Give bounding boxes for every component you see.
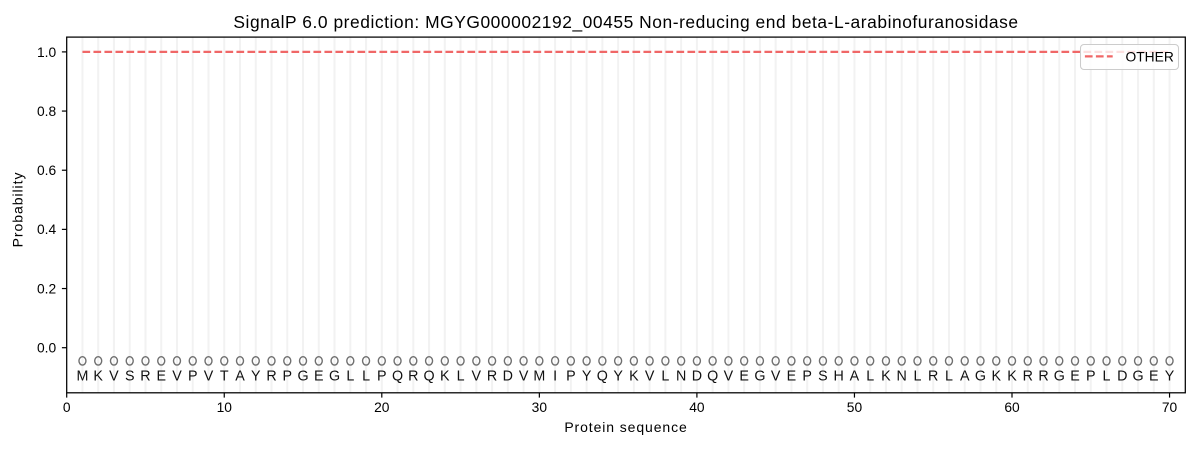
svg-text:0.2: 0.2 (37, 281, 56, 296)
svg-text:P: P (282, 369, 292, 385)
svg-text:V: V (472, 369, 482, 385)
svg-text:70: 70 (1162, 400, 1178, 415)
svg-text:N: N (897, 369, 907, 385)
svg-text:50: 50 (847, 400, 863, 415)
svg-text:E: E (1149, 369, 1159, 385)
svg-text:10: 10 (217, 400, 233, 415)
svg-text:G: G (975, 369, 986, 385)
svg-text:L: L (346, 369, 354, 385)
svg-text:V: V (771, 369, 781, 385)
svg-text:D: D (1117, 369, 1127, 385)
svg-text:0.6: 0.6 (37, 163, 57, 178)
svg-text:Q: Q (707, 369, 718, 385)
svg-text:L: L (457, 369, 465, 385)
svg-text:60: 60 (1004, 400, 1020, 415)
svg-text:P: P (566, 369, 576, 385)
svg-text:G: G (754, 369, 765, 385)
svg-text:0: 0 (63, 400, 71, 415)
svg-text:L: L (661, 369, 669, 385)
svg-text:V: V (724, 369, 734, 385)
svg-text:30: 30 (532, 400, 548, 415)
svg-text:L: L (362, 369, 370, 385)
svg-text:I: I (553, 369, 557, 385)
svg-text:V: V (109, 369, 119, 385)
svg-text:H: H (834, 369, 844, 385)
svg-text:L: L (866, 369, 874, 385)
svg-text:E: E (314, 369, 324, 385)
svg-text:L: L (1103, 369, 1111, 385)
svg-text:R: R (1038, 369, 1048, 385)
svg-text:40: 40 (689, 400, 705, 415)
svg-text:S: S (818, 369, 828, 385)
svg-text:G: G (297, 369, 308, 385)
svg-text:T: T (220, 369, 229, 385)
svg-text:G: G (329, 369, 340, 385)
svg-text:V: V (519, 369, 529, 385)
svg-text:V: V (645, 369, 655, 385)
svg-text:R: R (140, 369, 150, 385)
svg-text:Y: Y (582, 369, 592, 385)
svg-text:E: E (739, 369, 749, 385)
svg-text:M: M (76, 369, 88, 385)
svg-text:A: A (960, 369, 970, 385)
svg-text:L: L (945, 369, 953, 385)
svg-text:A: A (850, 369, 860, 385)
svg-text:R: R (1023, 369, 1033, 385)
svg-text:SignalP 6.0 prediction: MGYG00: SignalP 6.0 prediction: MGYG000002192_00… (233, 12, 1018, 32)
svg-text:D: D (692, 369, 702, 385)
svg-text:G: G (1132, 369, 1143, 385)
svg-text:A: A (235, 369, 245, 385)
svg-text:Q: Q (423, 369, 434, 385)
svg-text:S: S (125, 369, 135, 385)
svg-text:Q: Q (597, 369, 608, 385)
svg-text:R: R (408, 369, 418, 385)
svg-text:OTHER: OTHER (1126, 50, 1174, 65)
svg-text:K: K (1007, 369, 1017, 385)
svg-text:K: K (881, 369, 891, 385)
svg-text:0.8: 0.8 (37, 104, 57, 119)
svg-text:20: 20 (374, 400, 390, 415)
svg-text:R: R (266, 369, 276, 385)
svg-text:1.0: 1.0 (37, 45, 57, 60)
svg-text:N: N (676, 369, 686, 385)
svg-text:Q: Q (392, 369, 403, 385)
svg-text:R: R (928, 369, 938, 385)
svg-text:R: R (487, 369, 497, 385)
svg-text:K: K (629, 369, 639, 385)
svg-text:L: L (913, 369, 921, 385)
svg-text:D: D (503, 369, 513, 385)
svg-text:K: K (440, 369, 450, 385)
svg-text:P: P (377, 369, 387, 385)
svg-text:K: K (991, 369, 1001, 385)
svg-text:P: P (1086, 369, 1096, 385)
svg-text:P: P (802, 369, 812, 385)
svg-text:0.4: 0.4 (37, 222, 57, 237)
svg-text:G: G (1054, 369, 1065, 385)
svg-text:Probability: Probability (10, 172, 26, 248)
svg-text:E: E (787, 369, 797, 385)
svg-text:E: E (156, 369, 166, 385)
svg-text:0.0: 0.0 (37, 341, 57, 356)
svg-text:E: E (1070, 369, 1080, 385)
svg-text:V: V (172, 369, 182, 385)
svg-text:Y: Y (613, 369, 623, 385)
svg-text:Y: Y (251, 369, 261, 385)
svg-text:K: K (93, 369, 103, 385)
svg-text:Y: Y (1165, 369, 1175, 385)
svg-text:P: P (188, 369, 198, 385)
svg-text:Protein sequence: Protein sequence (564, 419, 687, 435)
svg-text:V: V (204, 369, 214, 385)
svg-text:M: M (533, 369, 545, 385)
